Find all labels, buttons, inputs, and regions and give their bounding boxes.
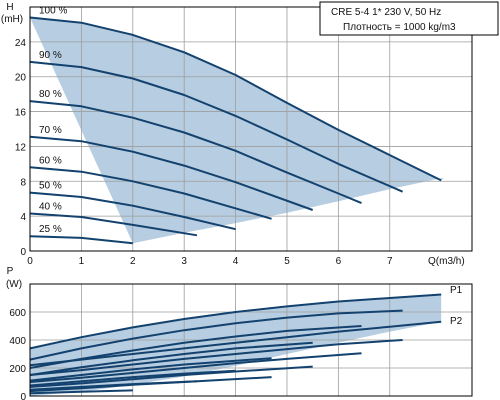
curve-label: 50 % <box>39 181 62 192</box>
y-tick-label: 8 <box>20 177 26 188</box>
curve-100 <box>29 16 442 182</box>
y-tick-label: 400 <box>9 336 26 347</box>
curve-label: 90 % <box>39 50 62 61</box>
curve-label: 70 % <box>39 125 62 136</box>
y-tick-label: 4 <box>20 212 26 223</box>
plot-frame <box>29 6 473 252</box>
curve-label-p1: P1 <box>450 285 463 296</box>
curve-line-4 <box>29 357 272 382</box>
operating-range-area <box>30 17 444 244</box>
y-axis-title: P <box>7 266 14 277</box>
curve-line-9 <box>29 339 403 376</box>
power-plot: P1 P2 0 200 400 600 P (W) <box>6 266 473 400</box>
head-plot: 100 %90 %80 %70 %60 %50 %40 %25 %0481216… <box>1 2 473 267</box>
y-tick-label: 12 <box>15 142 27 153</box>
curve-60 <box>29 166 272 220</box>
curve-50 <box>29 191 236 231</box>
curve-P2 <box>29 320 442 367</box>
curve-P1 <box>29 293 442 350</box>
curve-label-p2: P2 <box>450 316 463 327</box>
x-axis-title: Q(m3/h) <box>428 256 465 267</box>
x-tick-label: 3 <box>181 256 187 267</box>
curve-line-11 <box>29 365 313 388</box>
y-tick-label: 600 <box>9 308 26 319</box>
curve-label: 80 % <box>39 89 62 100</box>
curve-label: 40 % <box>39 202 62 213</box>
y-axis-unit: (mH) <box>1 14 23 25</box>
y-axis-title: H <box>6 2 13 13</box>
y-tick-label: 16 <box>15 108 27 119</box>
x-tick-label: 6 <box>336 256 342 267</box>
x-tick-label: 2 <box>130 256 136 267</box>
plot-frame <box>29 283 473 397</box>
curve-line-12 <box>29 376 272 393</box>
x-tick-label: 5 <box>284 256 290 267</box>
curve-line-5 <box>29 369 236 387</box>
curve-line-10 <box>29 352 362 383</box>
curve-90 <box>29 60 403 193</box>
curve-line-7 <box>29 389 133 395</box>
curve-line-3 <box>29 341 313 376</box>
curve-25 <box>29 235 133 245</box>
curve-40 <box>29 212 198 237</box>
curve-line-1 <box>29 309 403 361</box>
y-tick-label: 0 <box>20 247 26 258</box>
y-tick-label: 20 <box>15 73 27 84</box>
curve-70 <box>29 135 314 211</box>
curve-label: 60 % <box>39 155 62 166</box>
curve-label: 25 % <box>39 224 62 235</box>
info-box: CRE 5-4 1* 230 V, 50 Hz Плотность = 1000… <box>319 1 499 36</box>
x-tick-label: 0 <box>27 256 33 267</box>
x-tick-label: 1 <box>79 256 85 267</box>
y-tick-label: 0 <box>20 392 26 400</box>
x-tick-label: 4 <box>233 256 239 267</box>
curve-label: 100 % <box>39 5 67 16</box>
y-axis-unit: (W) <box>6 279 22 290</box>
curve-80 <box>29 100 362 205</box>
info-line-2: Плотность = 1000 kg/m3 <box>343 22 456 33</box>
y-tick-label: 200 <box>9 364 26 375</box>
info-line-1: CRE 5-4 1* 230 V, 50 Hz <box>331 7 441 18</box>
x-tick-label: 7 <box>387 256 393 267</box>
y-tick-label: 24 <box>15 38 27 49</box>
